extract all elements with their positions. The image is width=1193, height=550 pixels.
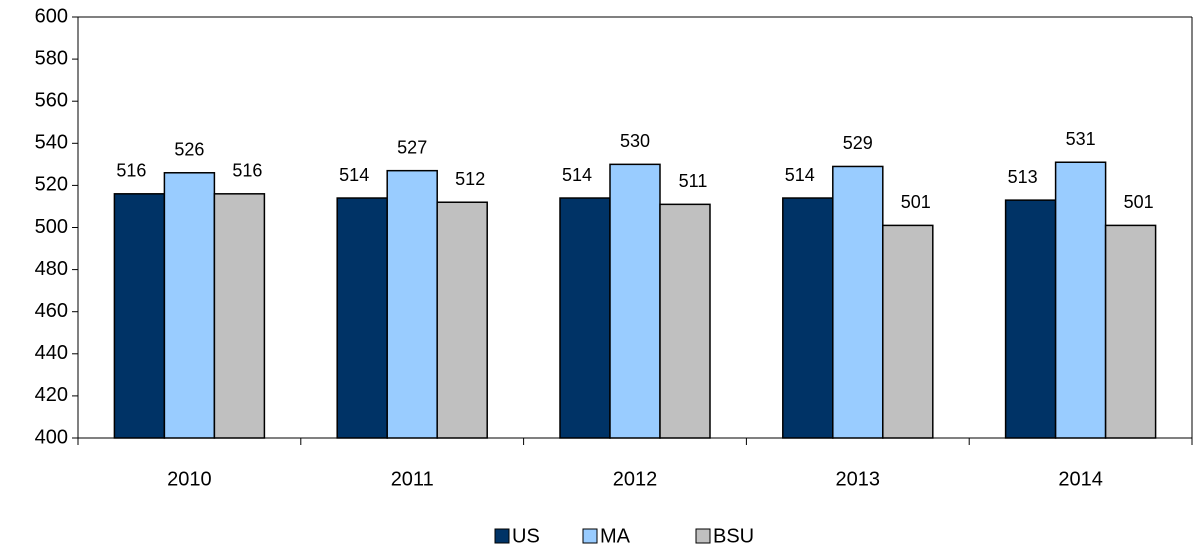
bar [213,193,266,439]
bar [659,203,711,439]
y-tick-label: 560 [35,89,68,111]
data-label: 514 [562,165,592,185]
data-label: 529 [843,133,873,153]
data-label: 527 [397,137,427,157]
bar [113,193,166,439]
bar [609,163,661,439]
y-tick-label: 480 [35,258,68,280]
y-tick-label: 500 [35,216,68,238]
bar [163,172,216,439]
x-tick-label: 2010 [167,468,212,490]
bar [832,165,884,439]
bar [882,224,934,439]
x-tick-label: 2011 [391,468,434,490]
data-label: 501 [1124,192,1154,212]
x-tick-label: 2014 [1058,468,1103,490]
bar [1004,199,1057,439]
legend-swatch [494,528,510,544]
y-tick-label: 520 [35,174,68,196]
y-tick-label: 440 [35,342,68,364]
bar [336,197,388,439]
data-label: 514 [785,165,815,185]
legend-swatch [582,528,598,544]
data-label: 526 [174,140,204,160]
data-label: 530 [620,131,650,151]
x-tick-label: 2013 [836,468,881,490]
bar [1054,161,1107,439]
data-label: 512 [455,169,485,189]
x-tick-label: 2012 [613,468,658,490]
legend-label: US [512,525,540,547]
data-label: 531 [1066,129,1096,149]
y-tick-label: 580 [35,47,68,69]
bar [559,197,611,439]
data-label: 501 [901,192,931,212]
data-label: 516 [232,161,262,181]
legend-label: MA [600,525,631,547]
bar [782,197,834,439]
legend-label: BSU [713,525,754,547]
data-label: 513 [1008,167,1038,187]
y-tick-label: 460 [35,300,68,322]
y-tick-label: 400 [35,426,68,448]
legend-swatch [695,528,711,544]
y-tick-label: 600 [35,5,68,27]
data-label: 511 [679,171,708,191]
y-tick-label: 540 [35,132,68,154]
bar [436,201,488,439]
bar [1104,224,1157,439]
y-tick-label: 420 [35,384,68,406]
bar [386,169,438,439]
data-label: 516 [116,161,146,181]
data-label: 514 [339,165,369,185]
